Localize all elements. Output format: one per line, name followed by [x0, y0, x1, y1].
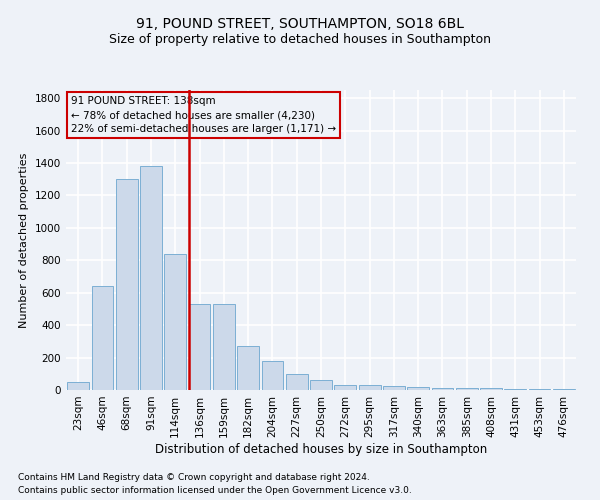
Text: Contains public sector information licensed under the Open Government Licence v3: Contains public sector information licen… — [18, 486, 412, 495]
Bar — [334, 385, 356, 390]
Text: Contains HM Land Registry data © Crown copyright and database right 2024.: Contains HM Land Registry data © Crown c… — [18, 474, 370, 482]
Bar — [188, 304, 211, 390]
Bar — [407, 387, 429, 390]
X-axis label: Distribution of detached houses by size in Southampton: Distribution of detached houses by size … — [155, 442, 487, 456]
Bar — [505, 388, 526, 390]
Bar — [237, 346, 259, 390]
Bar — [383, 386, 405, 390]
Bar — [262, 361, 283, 390]
Bar — [116, 179, 137, 390]
Bar — [310, 380, 332, 390]
Bar — [480, 388, 502, 390]
Bar — [529, 389, 550, 390]
Y-axis label: Number of detached properties: Number of detached properties — [19, 152, 29, 328]
Bar — [456, 388, 478, 390]
Bar — [286, 374, 308, 390]
Bar — [553, 389, 575, 390]
Bar — [213, 304, 235, 390]
Bar — [67, 382, 89, 390]
Text: Size of property relative to detached houses in Southampton: Size of property relative to detached ho… — [109, 32, 491, 46]
Bar — [140, 166, 162, 390]
Bar — [431, 388, 454, 390]
Text: 91 POUND STREET: 138sqm
← 78% of detached houses are smaller (4,230)
22% of semi: 91 POUND STREET: 138sqm ← 78% of detache… — [71, 96, 336, 134]
Bar — [91, 286, 113, 390]
Bar — [359, 385, 380, 390]
Bar — [164, 254, 186, 390]
Text: 91, POUND STREET, SOUTHAMPTON, SO18 6BL: 91, POUND STREET, SOUTHAMPTON, SO18 6BL — [136, 18, 464, 32]
